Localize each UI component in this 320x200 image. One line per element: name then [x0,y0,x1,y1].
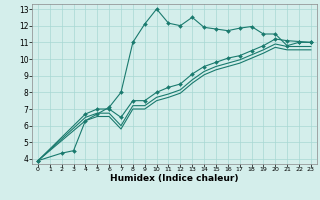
X-axis label: Humidex (Indice chaleur): Humidex (Indice chaleur) [110,174,239,183]
